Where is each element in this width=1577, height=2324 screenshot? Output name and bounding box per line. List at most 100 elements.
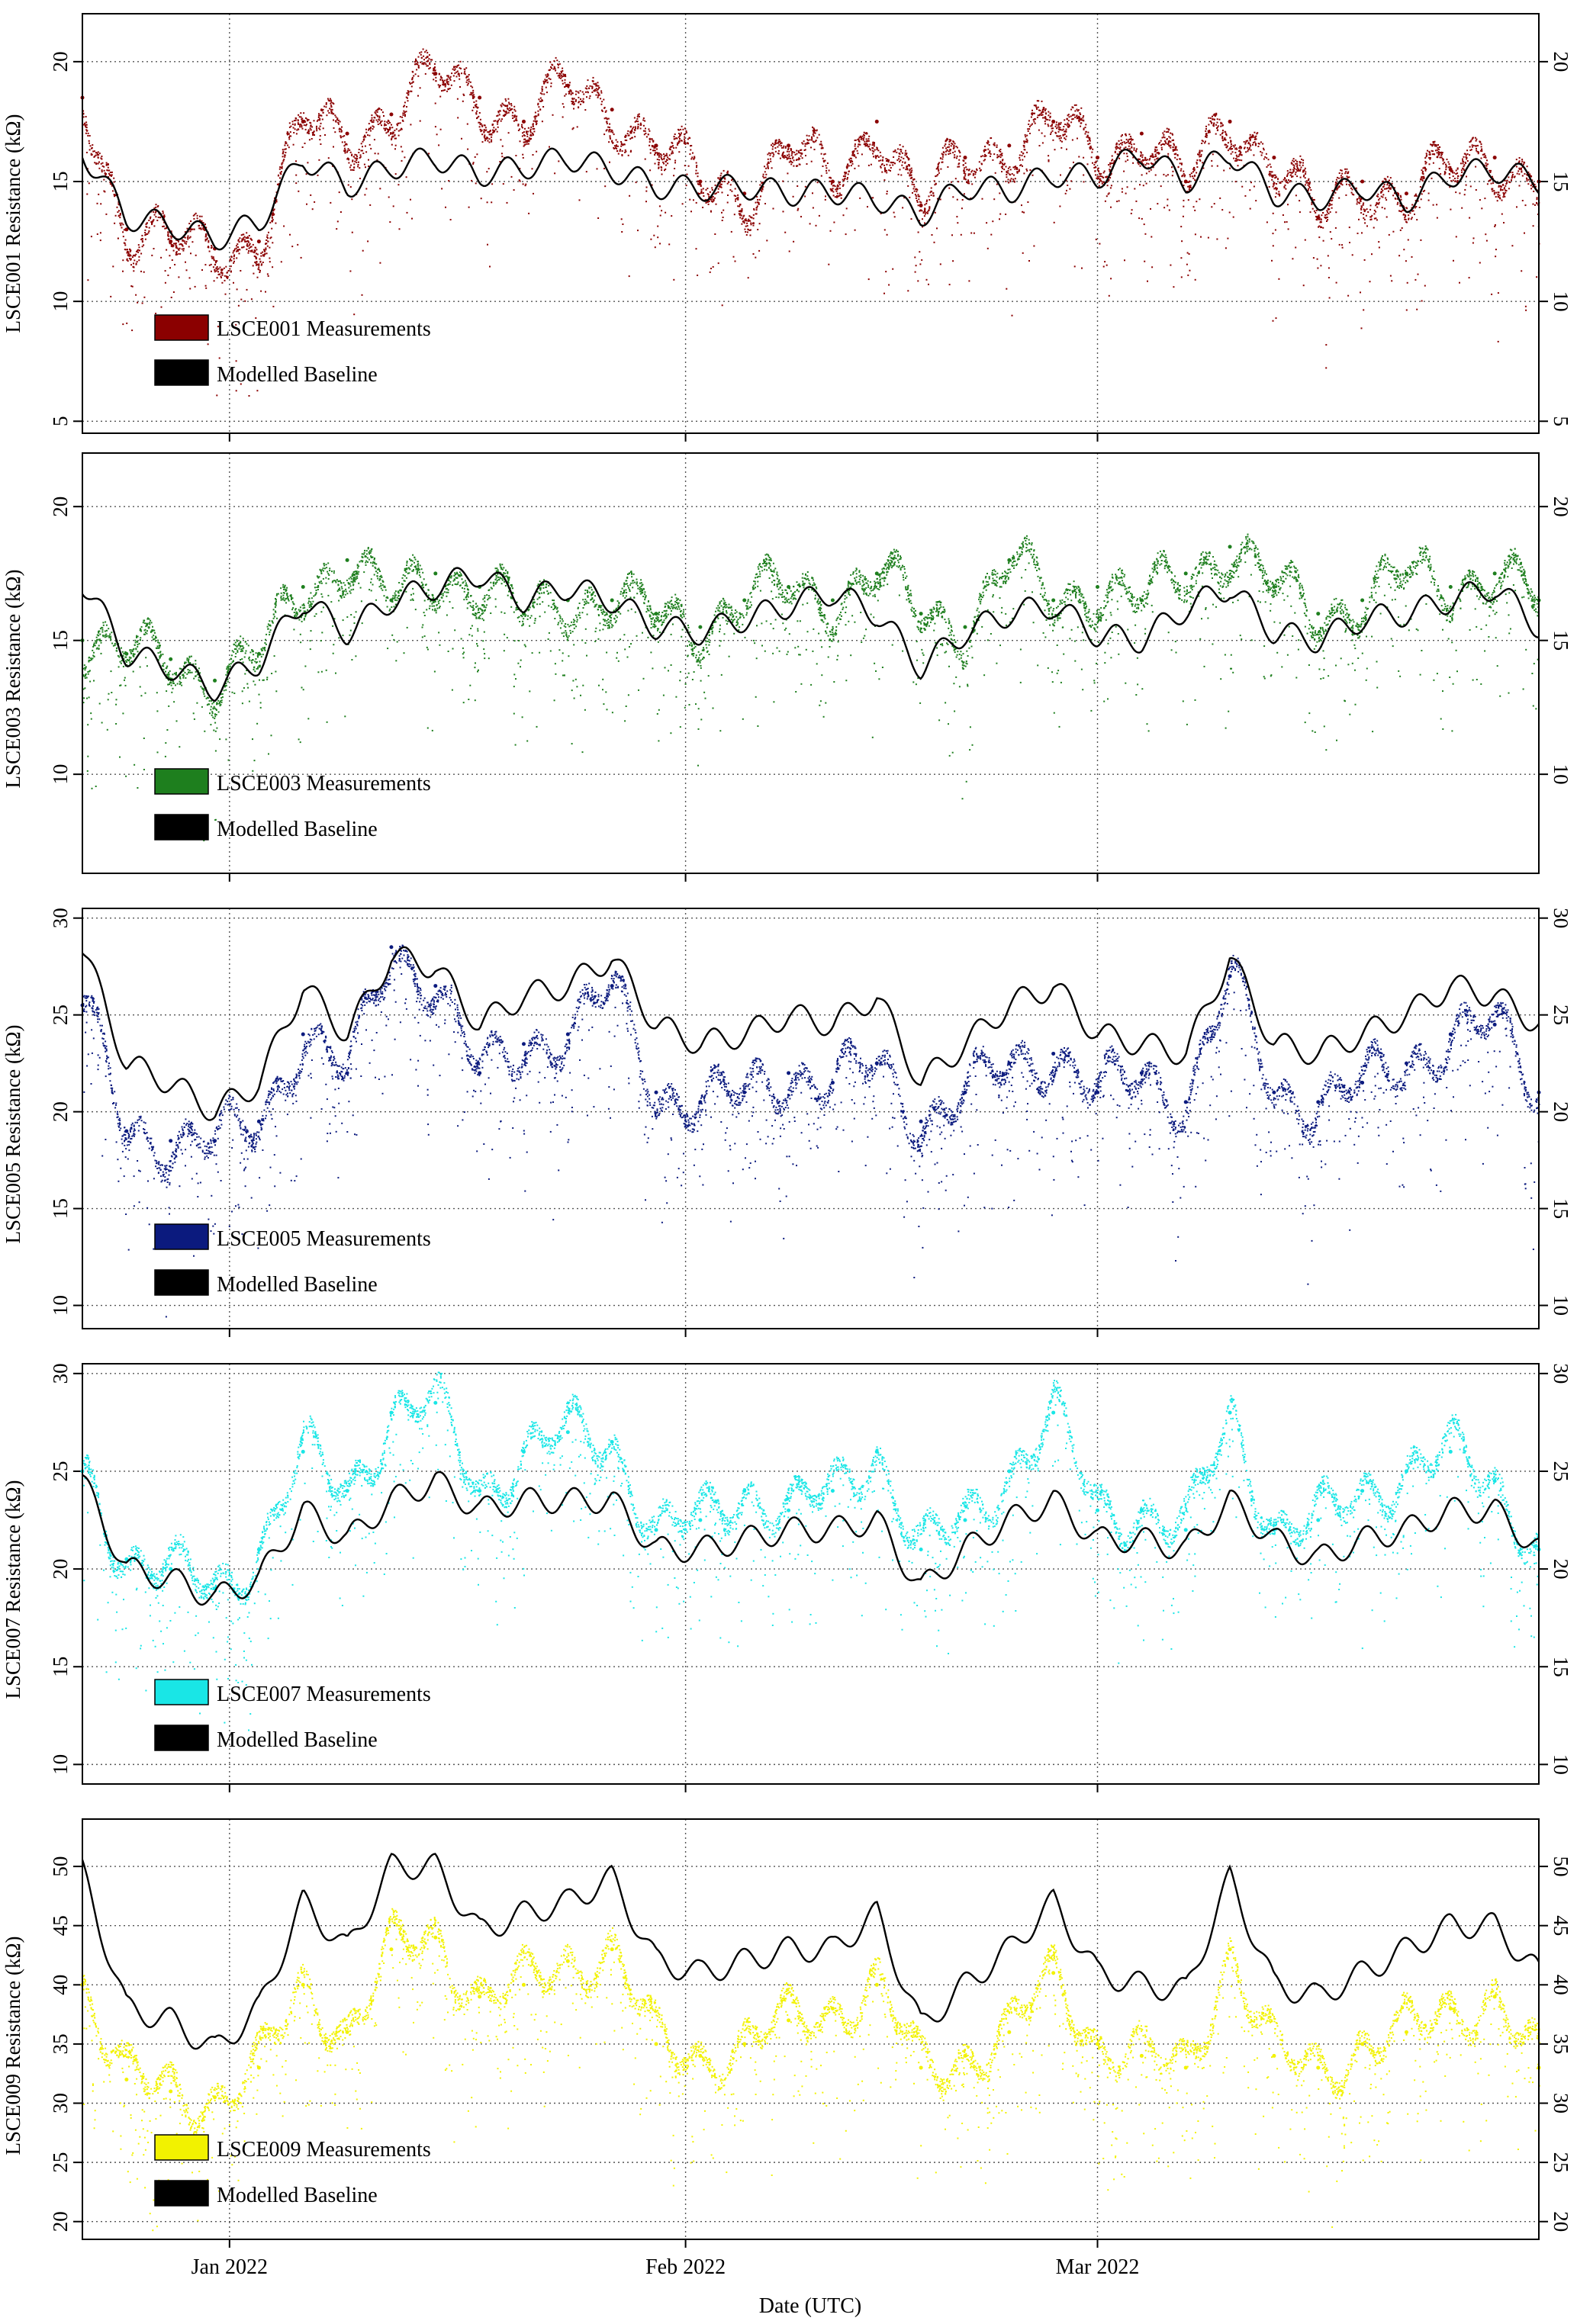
measurement-dot — [1411, 204, 1414, 206]
measurement-dot — [377, 124, 379, 125]
measurement-dot — [1391, 182, 1393, 185]
measurement-dot — [1152, 166, 1154, 169]
measurement-dot — [1028, 128, 1031, 130]
measurement-dot — [813, 130, 815, 132]
measurement-dot — [1303, 174, 1305, 176]
measurement-dot — [747, 220, 749, 222]
measurement-dot — [926, 212, 928, 214]
measurement-dot — [216, 265, 218, 268]
measurement-dot — [1112, 162, 1115, 165]
measurement-dot — [481, 133, 484, 136]
measurement-dot — [269, 237, 272, 239]
measurement-dot — [658, 205, 661, 207]
measurement-dot — [608, 130, 610, 133]
measurement-dot — [1095, 174, 1097, 176]
measurement-dot — [534, 115, 536, 117]
measurement-dot — [721, 220, 723, 221]
measurement-dot — [946, 137, 948, 140]
measurement-dot — [1511, 245, 1514, 247]
measurement-dot — [403, 105, 405, 108]
measurement-dot — [904, 154, 906, 156]
measurement-dot — [984, 159, 986, 161]
measurement-dot — [1286, 170, 1289, 172]
measurement-dot — [525, 140, 527, 142]
measurement-dot — [221, 268, 224, 271]
measurement-dot — [751, 222, 754, 224]
measurement-dot — [575, 90, 578, 92]
measurement-dot — [404, 101, 406, 104]
measurement-dot — [1304, 167, 1306, 169]
measurement-dot — [673, 136, 675, 138]
measurement-dot — [1269, 163, 1271, 166]
measurement-dot — [532, 154, 534, 156]
measurement-dot — [993, 198, 996, 201]
measurement-dot — [800, 149, 803, 151]
measurement-dot — [663, 162, 665, 165]
measurement-dot — [1025, 140, 1027, 143]
measurement-dot — [913, 185, 916, 188]
measurement-dot — [1001, 171, 1003, 172]
measurement-dot — [236, 250, 238, 252]
measurement-dot — [1234, 148, 1237, 150]
measurement-dot — [1402, 214, 1405, 216]
measurement-dot — [388, 121, 390, 122]
measurement-dot — [834, 185, 836, 188]
measurement-dot — [1444, 172, 1447, 174]
measurement-dot — [247, 252, 249, 254]
measurement-dot — [385, 132, 388, 134]
measurement-dot — [790, 163, 793, 166]
measurement-dot — [857, 146, 859, 148]
measurement-dot — [688, 137, 690, 139]
measurement-dot — [1518, 157, 1521, 159]
measurement-dot — [1264, 156, 1266, 158]
measurement-dot — [1331, 204, 1333, 206]
measurement-dot — [868, 148, 871, 150]
measurement-dot — [553, 66, 555, 69]
measurement-dot — [1505, 183, 1508, 185]
measurement-dot — [624, 151, 626, 153]
measurement-dot — [177, 248, 179, 250]
measurement-dot — [779, 143, 781, 145]
measurement-dot — [182, 249, 185, 252]
measurement-dot — [461, 72, 462, 75]
measurement-dot — [964, 171, 966, 173]
measurement-dot — [476, 107, 478, 109]
measurement-dot — [202, 222, 204, 224]
measurement-dot — [1341, 180, 1344, 182]
measurement-dot — [530, 126, 533, 128]
measurement-dot — [119, 217, 121, 219]
measurement-dot — [603, 168, 605, 169]
measurement-dot — [564, 95, 566, 97]
measurement-dot — [270, 236, 272, 239]
measurement-dot — [912, 184, 915, 185]
measurement-dot — [1471, 144, 1473, 146]
measurement-dot — [1327, 219, 1329, 221]
measurement-dot — [1250, 137, 1253, 139]
measurement-dot — [465, 76, 468, 79]
measurement-dot — [1172, 133, 1173, 136]
measurement-dot — [1163, 143, 1165, 145]
measurement-dot — [1029, 169, 1031, 171]
measurement-dot — [1470, 149, 1472, 151]
measurement-dot — [886, 163, 888, 166]
measurement-dot — [1086, 134, 1089, 137]
measurement-dot — [603, 133, 606, 136]
measurement-dot — [606, 121, 608, 123]
measurement-dot — [976, 168, 977, 170]
measurement-dot — [696, 166, 697, 169]
measurement-dot — [1125, 160, 1127, 162]
measurement-dot — [1176, 159, 1178, 161]
measurement-dot — [1295, 169, 1298, 171]
measurement-dot — [283, 159, 285, 161]
measurement-dot — [455, 71, 458, 73]
measurement-dot — [310, 129, 312, 131]
measurement-dot — [225, 275, 227, 278]
measurement-dot — [818, 133, 820, 136]
measurement-dot — [343, 145, 346, 147]
measurement-dot — [1036, 108, 1038, 110]
measurement-dot — [1483, 153, 1485, 156]
measurement-dot — [189, 236, 191, 238]
measurement-dot — [1401, 227, 1403, 229]
measurement-dot — [1054, 149, 1056, 151]
measurement-dot — [1099, 172, 1101, 175]
